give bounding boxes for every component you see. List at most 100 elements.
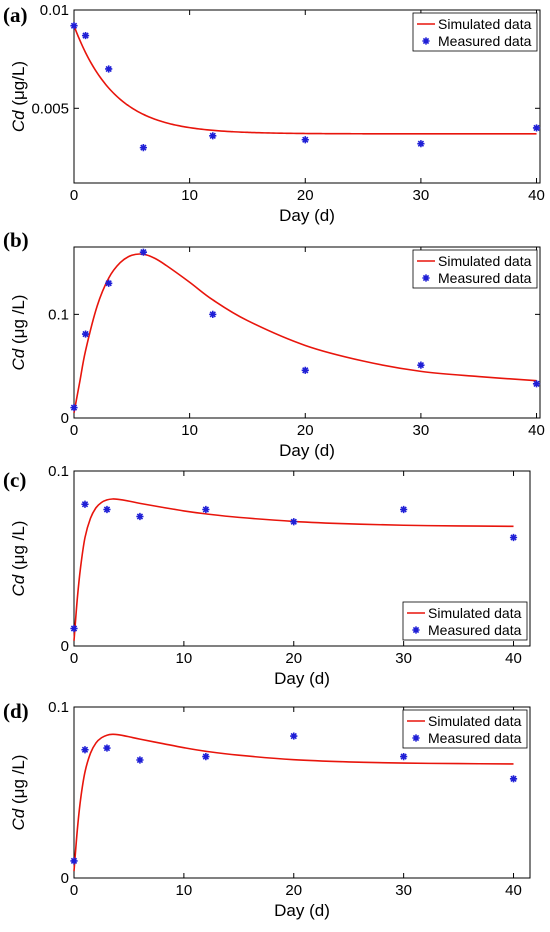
x-tick-label: 30 <box>395 650 412 667</box>
y-axis-label: Cd (μg/L) <box>9 61 28 132</box>
measured-data-point <box>103 744 111 752</box>
y-axis-label-unit: (μg /L) <box>9 755 28 809</box>
y-axis-label-symbol: Cd <box>9 110 28 132</box>
measured-data-point <box>70 22 78 30</box>
x-tick-label: 40 <box>505 650 522 667</box>
measured-data-point <box>70 404 78 412</box>
measured-data-point <box>202 505 210 514</box>
y-tick-label: 0 <box>61 410 69 427</box>
measured-data-point <box>70 857 78 865</box>
x-axis-label: Day (d) <box>274 901 330 920</box>
panel-d: 0 10 20 30 40 0 0.1 Day (d) Cd (μg /L) (d) Simulat… <box>3 699 531 920</box>
simulated-data-line <box>73 733 514 872</box>
measured-data-point <box>139 248 147 256</box>
measured-data-point <box>202 752 210 761</box>
measured-data-point <box>301 136 309 144</box>
y-tick-label: 0 <box>61 870 69 887</box>
x-tick-label: 10 <box>176 882 193 899</box>
panel-c: 0 10 20 30 40 0 0.1 Day (d) Cd (μg /L) (c) Simulat… <box>3 463 531 688</box>
plot-frame <box>73 470 531 647</box>
measured-data-point <box>209 132 217 140</box>
measured-data-point <box>105 279 113 287</box>
legend-item-simulated: Simulated data <box>428 605 522 621</box>
plot-frame <box>73 706 531 879</box>
legend-item-measured: Measured data <box>428 730 522 746</box>
measured-data-point <box>81 746 89 754</box>
x-tick-label: 20 <box>285 882 302 899</box>
measured-data-point <box>81 31 90 40</box>
measured-data-point <box>136 512 144 521</box>
x-tick-label: 40 <box>528 187 545 204</box>
legend-item-measured: Measured data <box>438 270 532 286</box>
panel-b: 0 10 20 30 40 0 0.1 Day (d) Cd (μg /L) (b) Simulat… <box>3 228 545 460</box>
measured-data-point <box>400 505 408 514</box>
x-tick-label: 20 <box>285 650 302 667</box>
measured-data-point <box>136 756 144 764</box>
measured-data-point <box>209 310 217 318</box>
measured-data-point <box>290 732 298 740</box>
x-axis-label: Day (d) <box>274 669 330 688</box>
x-tick-label: 10 <box>181 422 198 439</box>
legend-box <box>412 249 538 289</box>
panel-label: (c) <box>3 468 26 492</box>
x-axis-label: Day (d) <box>279 206 335 225</box>
y-axis-label-unit: (μg /L) <box>9 521 28 575</box>
y-tick-label: 0.1 <box>48 699 69 716</box>
y-axis-label-symbol: Cd <box>9 348 28 370</box>
y-tick-label: 0.005 <box>31 100 69 117</box>
x-tick-label: 20 <box>297 422 314 439</box>
panel-label: (a) <box>3 3 28 27</box>
y-axis-label-symbol: Cd <box>9 808 28 830</box>
legend-marker-swatch <box>422 37 430 45</box>
measured-data-point <box>105 65 113 73</box>
measured-data-point <box>139 144 147 152</box>
x-tick-label: 20 <box>297 187 314 204</box>
x-tick-label: 30 <box>395 882 412 899</box>
measured-data-point <box>70 624 78 633</box>
simulated-data-line <box>73 25 537 135</box>
y-axis-label-unit: (μg/L) <box>9 61 28 110</box>
legend-marker-swatch <box>422 274 430 282</box>
measured-data-point <box>532 124 541 132</box>
plot-frame <box>73 246 541 419</box>
x-tick-label: 10 <box>176 650 193 667</box>
legend-item-simulated: Simulated data <box>428 713 522 729</box>
x-tick-label: 0 <box>70 422 78 439</box>
x-tick-label: 40 <box>528 422 545 439</box>
legend-item-measured: Measured data <box>438 33 532 49</box>
measured-data-point <box>532 380 541 388</box>
x-tick-label: 30 <box>413 187 430 204</box>
panel-label: (d) <box>3 699 29 723</box>
measured-data-point <box>509 775 518 783</box>
measured-data-point <box>301 366 309 374</box>
legend-item-simulated: Simulated data <box>438 16 532 32</box>
y-axis-label: Cd (μg /L) <box>9 755 28 831</box>
legend-box <box>402 601 528 641</box>
y-tick-label: 0.1 <box>48 463 69 480</box>
panel-label: (b) <box>3 228 29 252</box>
measured-data-point <box>81 330 90 338</box>
legend-box <box>402 709 528 749</box>
measured-data-point <box>509 533 518 542</box>
y-axis-label-symbol: Cd <box>9 574 28 596</box>
legend-item-measured: Measured data <box>428 622 522 638</box>
x-tick-label: 30 <box>413 422 430 439</box>
plot-frame <box>73 9 541 184</box>
simulated-data-line <box>73 253 537 413</box>
legend-marker-swatch <box>412 626 420 634</box>
measured-data-point <box>417 140 425 148</box>
y-axis-label-unit: (μg /L) <box>9 295 28 349</box>
y-axis-label: Cd (μg /L) <box>9 295 28 371</box>
x-tick-label: 10 <box>181 187 198 204</box>
y-tick-label: 0.01 <box>40 2 69 19</box>
panel-a: 0 10 20 30 40 0.005 0.01 Day (d) Cd (μg/L) (a) Sim… <box>3 2 545 225</box>
measured-data-point <box>400 752 408 761</box>
measured-data-point <box>81 500 89 508</box>
simulated-data-line <box>73 498 514 641</box>
x-axis-label: Day (d) <box>279 441 335 460</box>
